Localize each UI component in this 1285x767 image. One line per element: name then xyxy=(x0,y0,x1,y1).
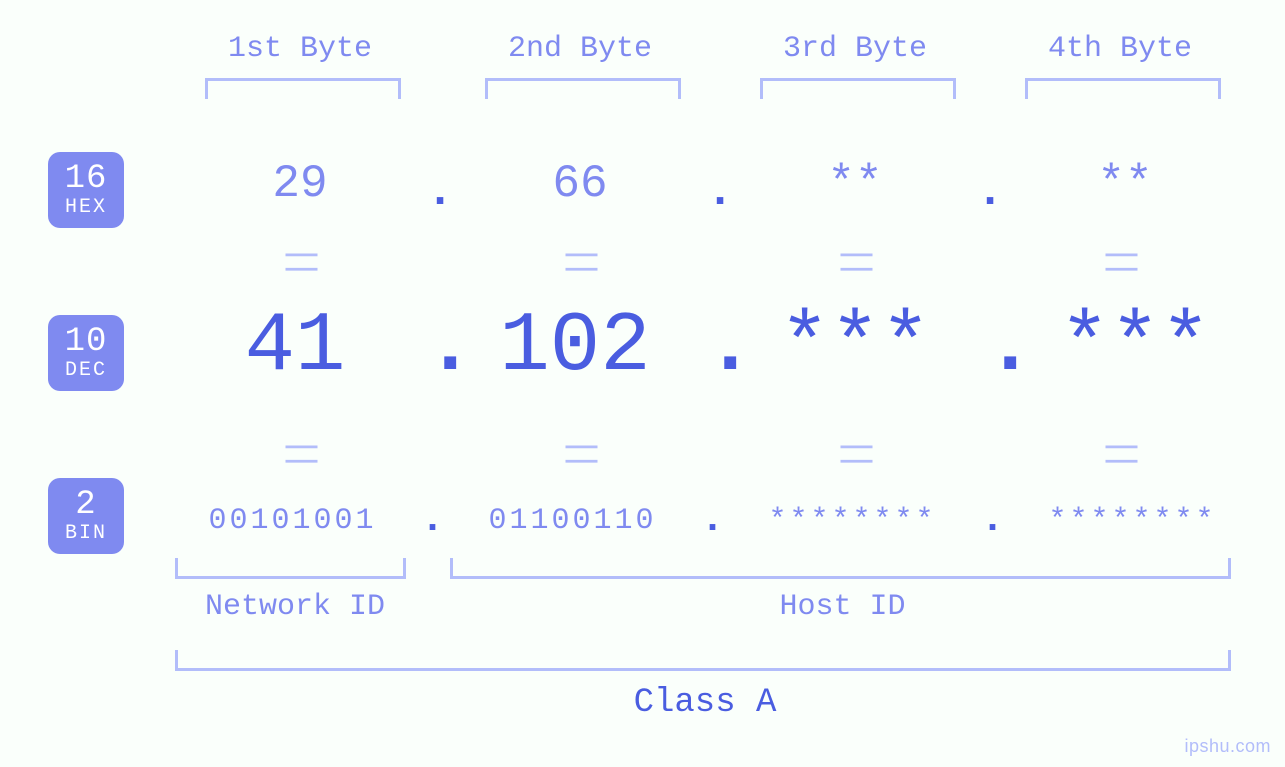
badge-bin: 2 BIN xyxy=(48,478,124,554)
dec-b1: 41 xyxy=(165,300,425,395)
hex-b2: 66 xyxy=(460,158,700,210)
bin-b4: ******** xyxy=(1010,504,1255,538)
network-id-label: Network ID xyxy=(175,590,415,624)
bracket-host-id xyxy=(450,558,1231,579)
badge-dec-base: 10 xyxy=(65,324,108,361)
hex-row: 29 . 66 . ** . ** xyxy=(180,158,1240,210)
bin-dot-2: . xyxy=(695,498,730,543)
bin-dot-1: . xyxy=(415,498,450,543)
bin-row: 00101001 . 01100110 . ******** . *******… xyxy=(170,498,1255,543)
dec-dot-1: . xyxy=(425,300,445,395)
byte-1-label: 1st Byte xyxy=(180,32,420,66)
badge-dec: 10 DEC xyxy=(48,315,124,391)
bracket-top-4 xyxy=(1025,78,1221,99)
watermark: ipshu.com xyxy=(1184,736,1271,757)
hex-b1: 29 xyxy=(180,158,420,210)
eq-dec-bin-1: || xyxy=(281,437,319,466)
dec-dot-2: . xyxy=(705,300,725,395)
eq-hex-dec-4: || xyxy=(1101,245,1139,274)
eq-dec-bin-4: || xyxy=(1101,437,1139,466)
dec-b2: 102 xyxy=(445,300,705,395)
badge-dec-label: DEC xyxy=(65,360,107,382)
byte-3-label: 3rd Byte xyxy=(735,32,975,66)
eq-dec-bin-3: || xyxy=(836,437,874,466)
eq-hex-dec-1: || xyxy=(281,245,319,274)
badge-bin-base: 2 xyxy=(75,487,96,524)
bracket-network-id xyxy=(175,558,406,579)
dec-dot-3: . xyxy=(985,300,1005,395)
eq-hex-dec-2: || xyxy=(561,245,599,274)
class-label: Class A xyxy=(175,684,1235,722)
bracket-top-1 xyxy=(205,78,401,99)
hex-dot-3: . xyxy=(970,166,1010,218)
hex-dot-2: . xyxy=(700,166,740,218)
dec-b4: *** xyxy=(1005,300,1265,395)
hex-b3: ** xyxy=(740,158,970,210)
bin-b3: ******** xyxy=(730,504,975,538)
ip-diagram: { "meta": { "type": "infographic", "back… xyxy=(0,0,1285,767)
hex-dot-1: . xyxy=(420,166,460,218)
eq-dec-bin-2: || xyxy=(561,437,599,466)
byte-2-label: 2nd Byte xyxy=(460,32,700,66)
byte-4-label: 4th Byte xyxy=(1000,32,1240,66)
badge-bin-label: BIN xyxy=(65,523,107,545)
bin-b2: 01100110 xyxy=(450,504,695,538)
bin-b1: 00101001 xyxy=(170,504,415,538)
badge-hex-label: HEX xyxy=(65,197,107,219)
bracket-top-2 xyxy=(485,78,681,99)
host-id-label: Host ID xyxy=(450,590,1235,624)
bin-dot-3: . xyxy=(975,498,1010,543)
dec-b3: *** xyxy=(725,300,985,395)
hex-b4: ** xyxy=(1010,158,1240,210)
dec-row: 41 . 102 . *** . *** xyxy=(165,300,1265,395)
eq-hex-dec-3: || xyxy=(836,245,874,274)
bracket-top-3 xyxy=(760,78,956,99)
bracket-class xyxy=(175,650,1231,671)
badge-hex: 16 HEX xyxy=(48,152,124,228)
badge-hex-base: 16 xyxy=(65,161,108,198)
